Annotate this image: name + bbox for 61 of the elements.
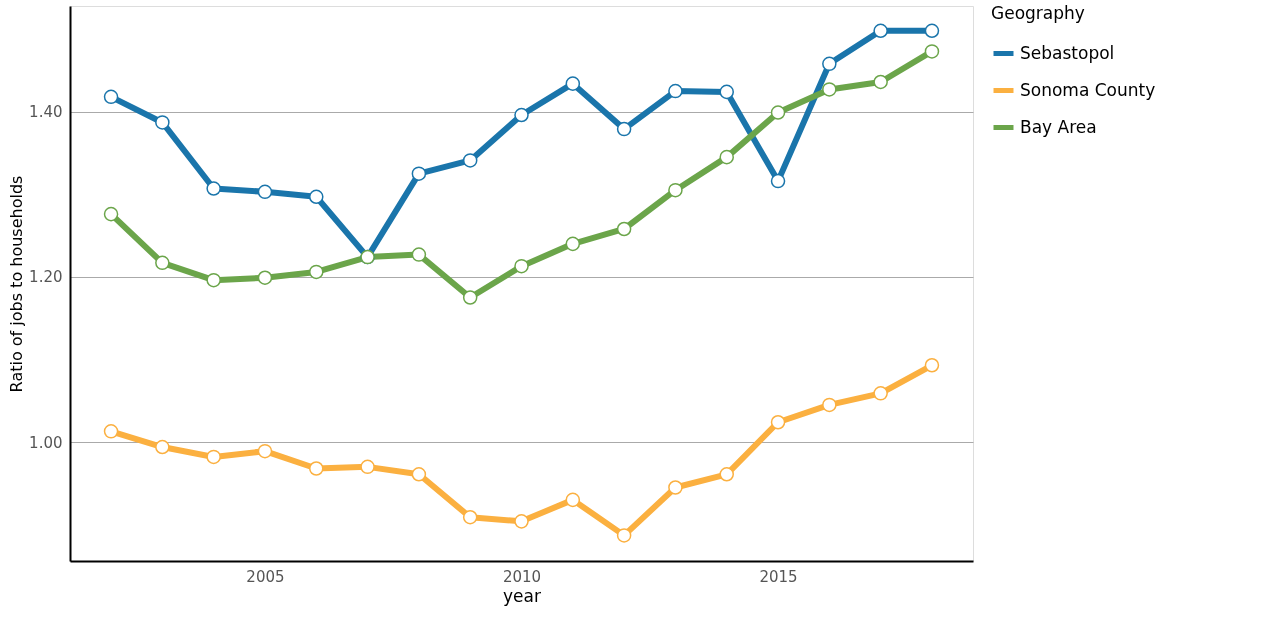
point <box>462 509 478 525</box>
point <box>103 89 119 105</box>
point <box>822 56 837 72</box>
point <box>924 44 940 59</box>
point <box>155 115 170 130</box>
x-tick-label: 2005 <box>246 567 285 586</box>
x-tick-label: 2015 <box>759 567 798 586</box>
point <box>257 270 273 285</box>
point <box>616 528 632 543</box>
point <box>719 149 734 165</box>
point <box>719 84 734 100</box>
point <box>206 272 221 288</box>
point <box>155 255 170 271</box>
point <box>103 424 119 439</box>
point <box>514 107 529 123</box>
point <box>103 206 119 222</box>
point <box>462 290 478 305</box>
point <box>514 514 529 529</box>
point <box>822 397 837 413</box>
legend-label: Bay Area <box>1020 116 1097 137</box>
legend-label: Sonoma County <box>1020 79 1156 100</box>
y-tick-label: 1.40 <box>29 103 63 122</box>
point <box>360 459 375 475</box>
point <box>565 492 581 508</box>
y-axis-title: Ratio of jobs to households <box>7 175 27 393</box>
legend-label: Sebastopol <box>1020 42 1115 63</box>
point <box>514 258 529 274</box>
point <box>873 23 888 39</box>
point <box>155 439 170 455</box>
point <box>770 173 786 189</box>
y-tick-label: 1.20 <box>29 268 63 287</box>
point <box>616 221 632 237</box>
point <box>668 182 683 198</box>
point <box>719 467 734 482</box>
point <box>309 189 324 205</box>
x-tick-label: 2010 <box>502 567 542 586</box>
point <box>873 74 888 90</box>
point <box>309 264 324 280</box>
point <box>873 386 888 401</box>
point <box>770 105 786 120</box>
point <box>206 449 221 465</box>
point <box>668 480 683 495</box>
point <box>411 247 427 262</box>
point <box>565 236 581 252</box>
point <box>822 82 837 97</box>
point <box>257 184 273 200</box>
point <box>257 443 273 459</box>
point <box>668 83 683 99</box>
point <box>411 467 427 482</box>
point <box>565 76 581 91</box>
point <box>770 414 786 430</box>
x-axis-title: year <box>503 585 541 606</box>
point <box>206 181 221 196</box>
y-tick-label: 1.00 <box>29 433 63 452</box>
point <box>616 121 632 137</box>
legend-title: Geography <box>991 3 1085 23</box>
point <box>411 166 427 181</box>
point <box>309 461 324 476</box>
point <box>462 153 478 168</box>
point <box>924 358 940 373</box>
point <box>924 23 940 39</box>
